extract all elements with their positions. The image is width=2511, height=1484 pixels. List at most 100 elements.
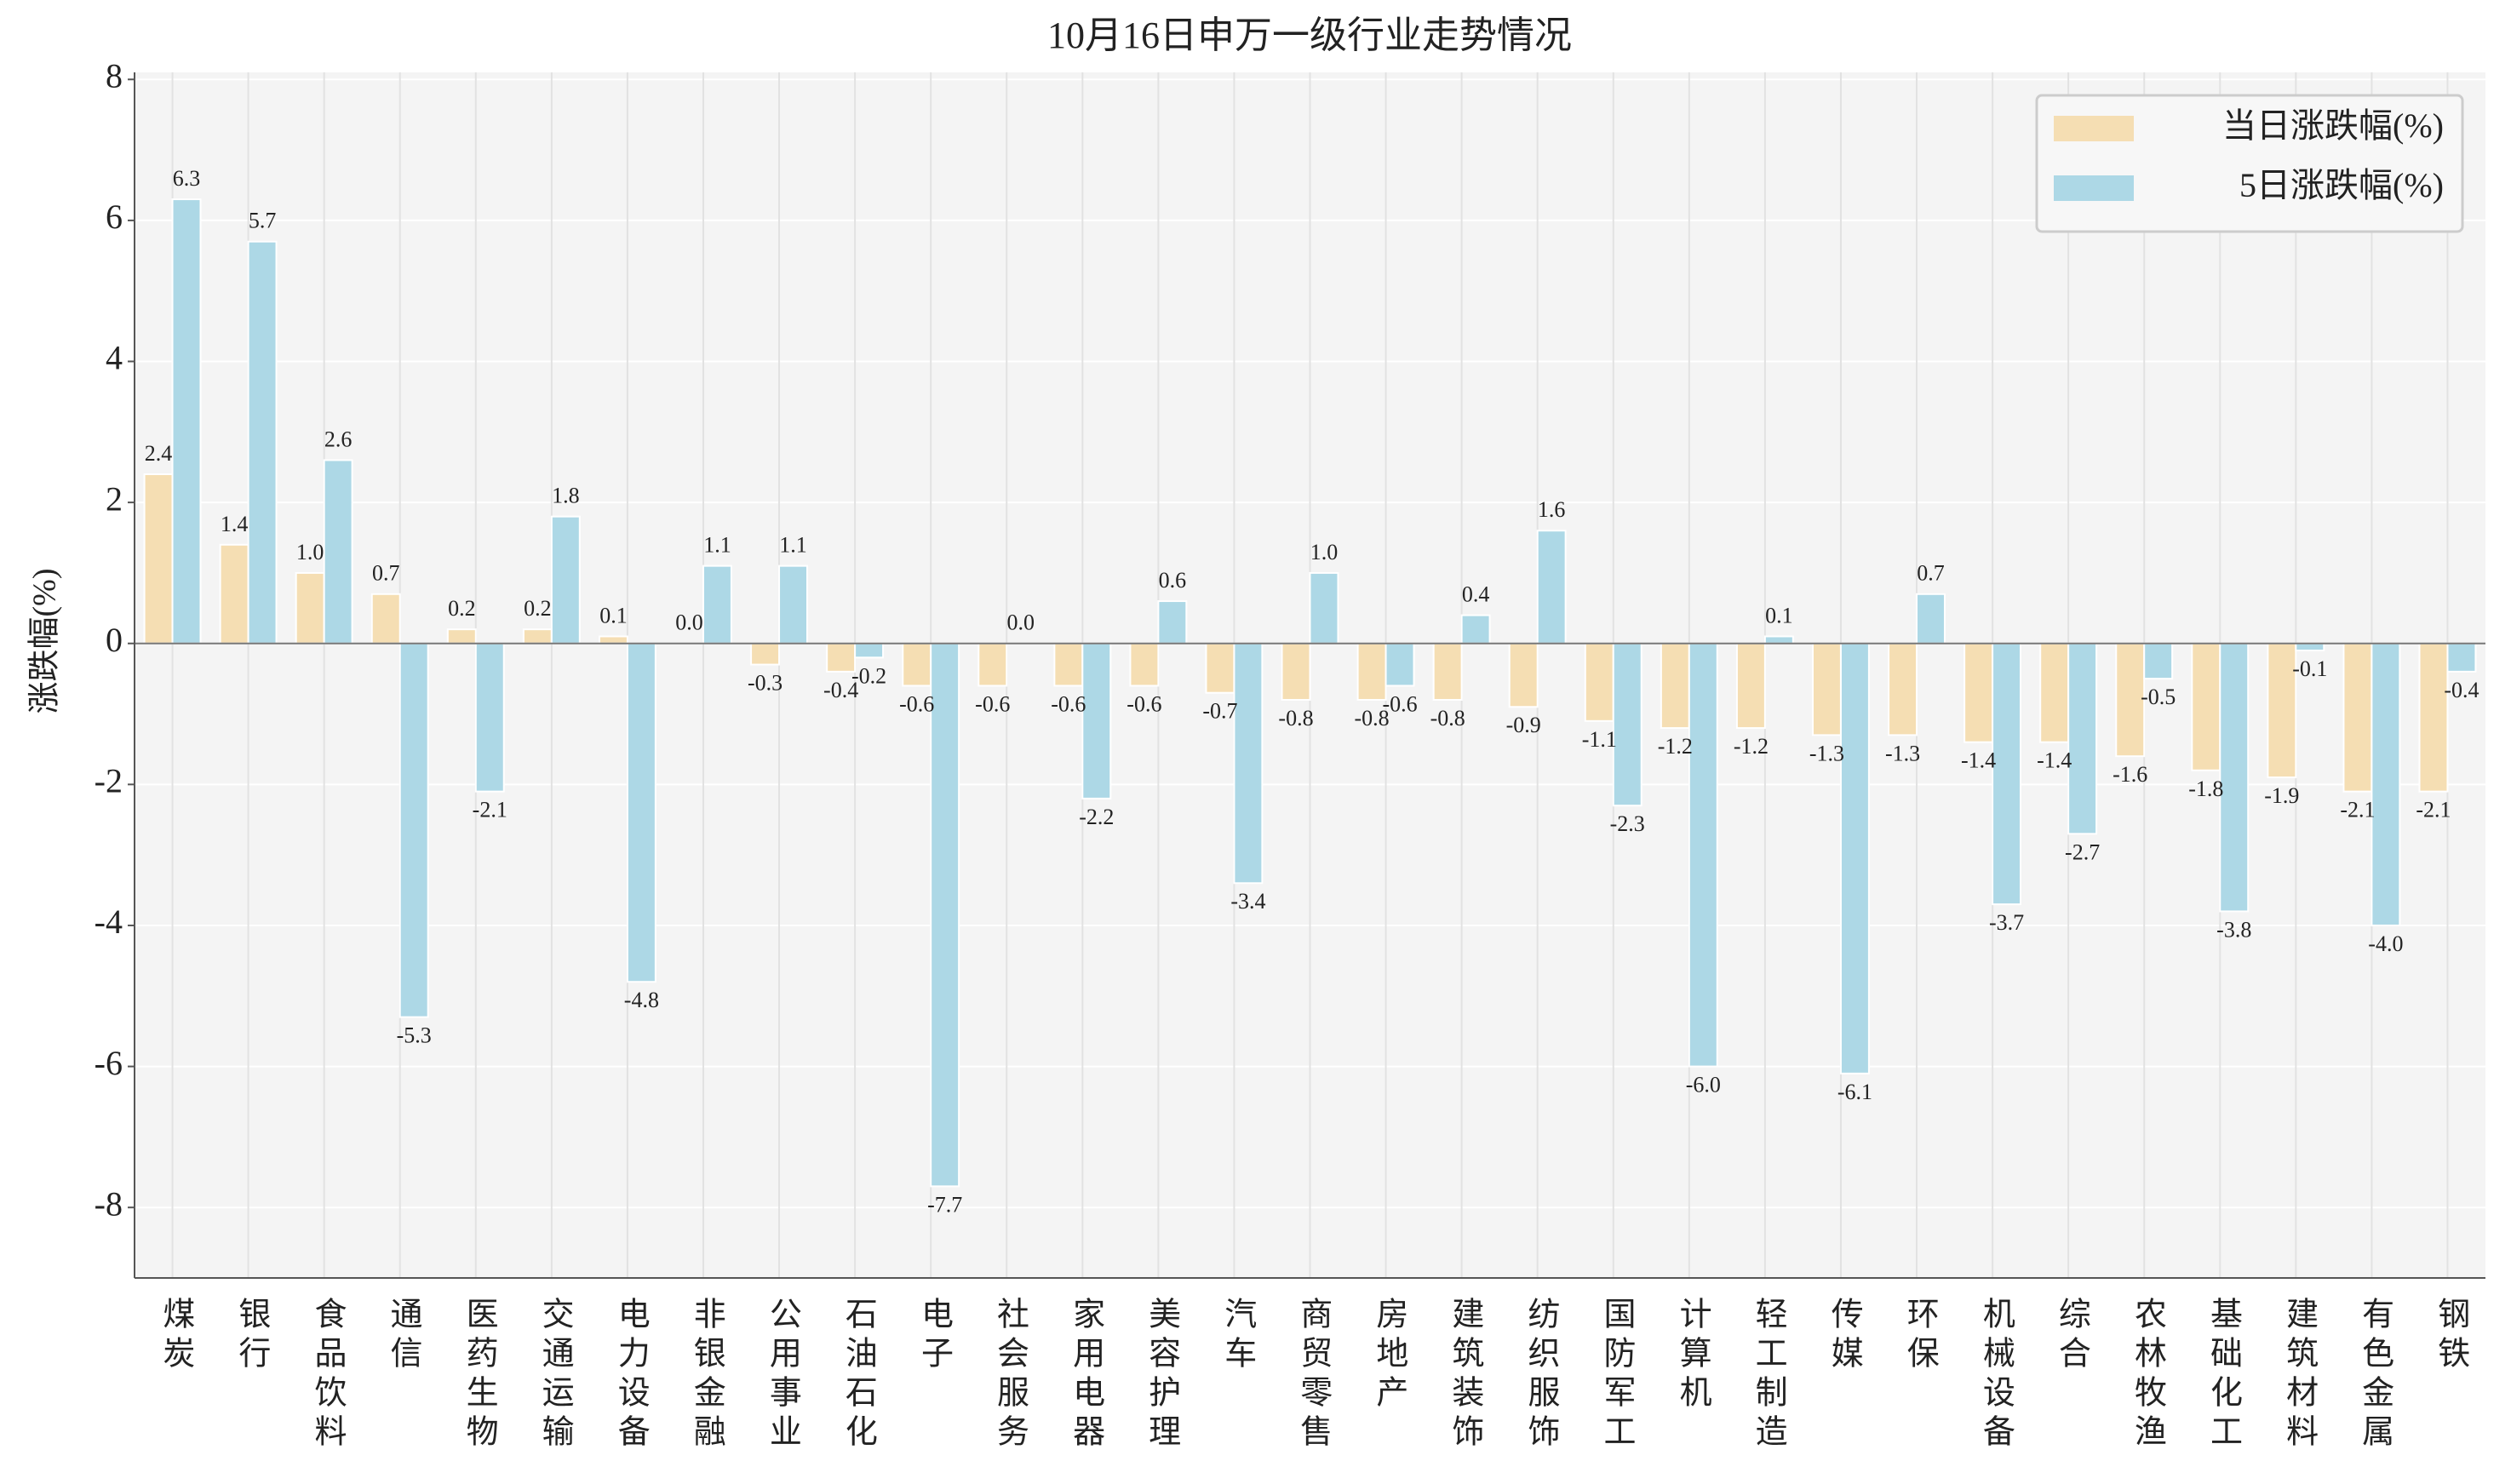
legend-swatch bbox=[2054, 116, 2134, 141]
value-label: 1.4 bbox=[221, 512, 249, 536]
value-label: 5.7 bbox=[249, 209, 277, 233]
bar bbox=[1964, 642, 1994, 743]
chart-title: 10月16日申万一级行业走势情况 bbox=[1047, 14, 1572, 56]
bar bbox=[1992, 642, 2022, 906]
value-label: 1.1 bbox=[703, 533, 731, 558]
value-label: -0.4 bbox=[823, 678, 858, 702]
value-label: 0.7 bbox=[1917, 561, 1945, 586]
value-label: -1.3 bbox=[1885, 741, 1920, 765]
value-label: 0.7 bbox=[372, 561, 400, 586]
bar bbox=[1612, 642, 1642, 807]
x-tick-label: 银行 bbox=[233, 1297, 271, 1375]
y-tick-label: -4 bbox=[95, 902, 123, 941]
x-tick-label: 家用电器 bbox=[1068, 1297, 1104, 1453]
value-label: -0.6 bbox=[1127, 691, 1161, 716]
bar bbox=[370, 593, 401, 645]
bar bbox=[1205, 642, 1235, 694]
value-label: 0.4 bbox=[1462, 582, 1490, 607]
bar bbox=[2067, 642, 2098, 835]
x-tick-label: 食品饮料 bbox=[309, 1297, 347, 1453]
value-label: 0.6 bbox=[1159, 568, 1187, 593]
bar bbox=[2143, 642, 2174, 680]
value-label: -1.4 bbox=[1961, 748, 1996, 773]
bar bbox=[1309, 571, 1339, 645]
bar bbox=[1839, 642, 1870, 1074]
x-tick-label: 美容护理 bbox=[1144, 1297, 1180, 1453]
x-tick-label: 汽车 bbox=[1219, 1297, 1256, 1375]
value-label: -0.8 bbox=[1355, 706, 1390, 731]
x-tick-label: 轻工制造 bbox=[1750, 1297, 1786, 1453]
x-tick-label: 计算机 bbox=[1674, 1297, 1711, 1414]
y-axis-label: 涨跌幅(%) bbox=[27, 569, 63, 714]
legend-label: 当日涨跌幅(%) bbox=[2222, 106, 2444, 145]
bars bbox=[143, 198, 2477, 1188]
value-label: -2.7 bbox=[2065, 839, 2100, 864]
value-label: -3.4 bbox=[1230, 889, 1265, 914]
value-label: 6.3 bbox=[173, 166, 201, 191]
x-tick-label: 公用事业 bbox=[764, 1297, 800, 1453]
legend-label: 5日涨跌幅(%) bbox=[2239, 166, 2444, 204]
bar bbox=[1233, 642, 1264, 885]
value-label: 1.6 bbox=[1538, 497, 1566, 522]
x-tick-label: 电子 bbox=[915, 1297, 952, 1375]
value-label: 0.1 bbox=[1765, 603, 1793, 627]
bar bbox=[550, 515, 581, 645]
bar bbox=[702, 564, 732, 645]
x-tick-label: 建筑装饰 bbox=[1447, 1297, 1483, 1453]
legend-swatch bbox=[2054, 175, 2134, 201]
y-tick-label: 2 bbox=[106, 479, 123, 518]
value-label: -0.6 bbox=[899, 691, 934, 716]
y-tick-label: 8 bbox=[106, 56, 123, 95]
x-tick-label: 电力设备 bbox=[612, 1297, 649, 1453]
value-label: 2.4 bbox=[145, 441, 173, 466]
x-tick-label: 纺织服饰 bbox=[1522, 1297, 1559, 1453]
bar bbox=[2219, 642, 2250, 913]
bar bbox=[1053, 642, 1084, 687]
labels: 2.4 1.4 1.0 0.7 0.2 0.2 0.1 0.0 -0.3 -0.4 -0.6 -0.6… bbox=[145, 166, 2479, 1217]
bar bbox=[474, 642, 505, 793]
bar bbox=[1888, 642, 1918, 736]
value-label: -1.3 bbox=[1809, 741, 1844, 765]
value-label: -0.6 bbox=[975, 691, 1010, 716]
value-label: -2.1 bbox=[2340, 798, 2375, 822]
value-label: 1.0 bbox=[1310, 540, 1339, 564]
bar bbox=[1157, 600, 1188, 645]
bar bbox=[323, 459, 353, 645]
value-label: -4.0 bbox=[2368, 931, 2403, 956]
x-tick-label: 建筑材料 bbox=[2281, 1297, 2319, 1453]
value-label: -6.1 bbox=[1837, 1080, 1872, 1104]
bar bbox=[1384, 642, 1415, 687]
value-label: 2.6 bbox=[324, 427, 353, 451]
value-label: -3.8 bbox=[2216, 917, 2251, 942]
bar bbox=[143, 473, 174, 645]
value-label: -0.8 bbox=[1430, 706, 1465, 731]
bar bbox=[1688, 642, 1718, 1068]
value-label: -1.2 bbox=[1658, 734, 1693, 759]
value-label: -2.3 bbox=[1610, 811, 1645, 836]
x-tick-label: 有色金属 bbox=[2357, 1297, 2393, 1453]
value-label: 1.8 bbox=[552, 484, 580, 508]
x-tick-label: 社会服务 bbox=[992, 1297, 1029, 1453]
x-tick-label: 机械设备 bbox=[1977, 1297, 2014, 1453]
bar bbox=[778, 564, 809, 645]
bar bbox=[219, 543, 249, 645]
value-label: -1.1 bbox=[1582, 727, 1617, 752]
bar bbox=[295, 571, 325, 645]
value-label: 0.0 bbox=[675, 610, 703, 635]
value-label: -4.8 bbox=[624, 988, 659, 1012]
legend-box bbox=[2035, 94, 2464, 233]
value-label: -0.1 bbox=[2292, 656, 2327, 681]
value-label: -7.7 bbox=[927, 1192, 962, 1217]
value-label: -0.9 bbox=[1506, 713, 1541, 737]
value-label: 0.2 bbox=[448, 596, 476, 621]
bar bbox=[1660, 642, 1690, 730]
bar bbox=[1916, 593, 1946, 645]
bar bbox=[171, 198, 202, 645]
bar bbox=[1735, 642, 1766, 730]
bar bbox=[2295, 642, 2325, 652]
bar bbox=[626, 642, 656, 983]
x-tick-label: 基础化工 bbox=[2205, 1297, 2242, 1453]
value-label: 0.0 bbox=[1006, 610, 1035, 635]
bar bbox=[522, 628, 553, 645]
bar bbox=[247, 240, 278, 645]
